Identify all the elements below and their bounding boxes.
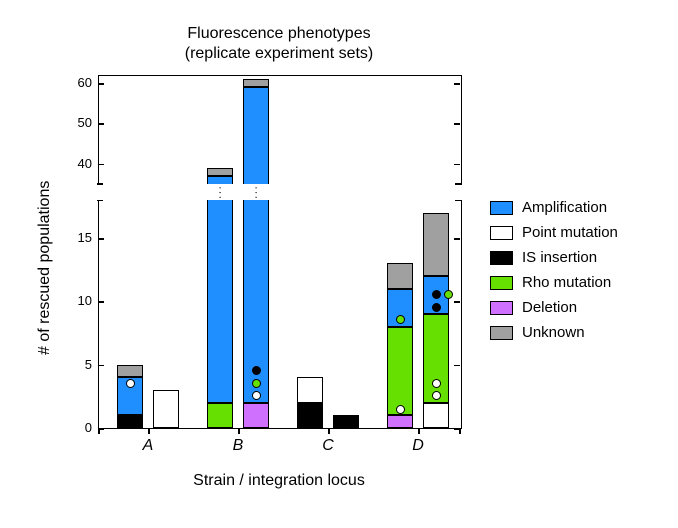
ytick bbox=[98, 123, 104, 125]
xtick bbox=[148, 428, 150, 434]
upper-panel bbox=[98, 75, 462, 185]
bar-segment bbox=[297, 403, 323, 428]
marker-dot bbox=[252, 366, 261, 375]
ytick bbox=[454, 365, 460, 367]
xtick bbox=[459, 428, 461, 434]
legend-swatch bbox=[490, 276, 513, 290]
marker-dot bbox=[396, 315, 405, 324]
xtick-label: B bbox=[223, 437, 253, 455]
chart-title-line1: Fluorescence phenotypes bbox=[0, 24, 558, 44]
bar-segment bbox=[117, 365, 143, 378]
legend-label: IS insertion bbox=[522, 249, 597, 266]
bar-segment bbox=[207, 176, 233, 184]
ytick bbox=[454, 301, 460, 303]
bar-segment bbox=[423, 213, 449, 276]
bar-segment bbox=[333, 415, 359, 428]
ytick-label: 0 bbox=[64, 420, 92, 435]
marker-dot bbox=[432, 379, 441, 388]
legend-item: Rho mutation bbox=[490, 270, 618, 295]
legend-item: Amplification bbox=[490, 195, 618, 220]
xtick bbox=[328, 428, 330, 434]
bar-segment bbox=[423, 314, 449, 403]
legend-swatch bbox=[490, 301, 513, 315]
legend-item: Deletion bbox=[490, 295, 618, 320]
marker-dot bbox=[126, 379, 135, 388]
ytick-label: 40 bbox=[64, 156, 92, 171]
ytick bbox=[454, 164, 460, 166]
bar-segment bbox=[207, 168, 233, 176]
ytick bbox=[454, 83, 460, 85]
legend-swatch bbox=[490, 226, 513, 240]
xtick bbox=[418, 428, 420, 434]
chart-title-line2: (replicate experiment sets) bbox=[0, 44, 558, 64]
bar-segment bbox=[387, 327, 413, 416]
legend: Amplification Point mutation IS insertion R… bbox=[490, 195, 618, 345]
legend-label: Rho mutation bbox=[522, 274, 611, 291]
marker-dot bbox=[432, 391, 441, 400]
legend-label: Unknown bbox=[522, 324, 585, 341]
bar-segment bbox=[387, 415, 413, 428]
marker-dot bbox=[432, 290, 441, 299]
ytick-label: 5 bbox=[64, 357, 92, 372]
ytick bbox=[98, 164, 104, 166]
bar-segment bbox=[387, 263, 413, 288]
chart-canvas: { "canvas": { "w": 678, "h": 528 }, "plo… bbox=[0, 0, 678, 528]
legend-item: Unknown bbox=[490, 320, 618, 345]
marker-dot bbox=[432, 303, 441, 312]
legend-label: Amplification bbox=[522, 199, 607, 216]
bar-segment bbox=[297, 377, 323, 402]
bar-segment bbox=[153, 390, 179, 428]
ytick bbox=[98, 83, 104, 85]
bar-segment bbox=[207, 403, 233, 428]
ytick bbox=[454, 238, 460, 240]
xtick bbox=[98, 428, 100, 434]
legend-label: Deletion bbox=[522, 299, 577, 316]
ytick-label: 60 bbox=[64, 75, 92, 90]
break-tick bbox=[455, 183, 461, 185]
break-dots: · · · bbox=[254, 186, 258, 198]
x-axis-label: Strain / integration locus bbox=[0, 472, 558, 490]
bar-segment bbox=[423, 403, 449, 428]
ytick bbox=[98, 301, 104, 303]
xtick-label: A bbox=[133, 437, 163, 455]
chart-title: Fluorescence phenotypes (replicate exper… bbox=[0, 24, 558, 64]
bar-segment bbox=[243, 87, 269, 184]
legend-swatch bbox=[490, 251, 513, 265]
bar-segment bbox=[207, 200, 233, 403]
break-dots: · · · bbox=[218, 186, 222, 198]
bar-segment bbox=[243, 79, 269, 87]
xtick-label: D bbox=[403, 437, 433, 455]
break-tick bbox=[97, 200, 103, 202]
legend-item: Point mutation bbox=[490, 220, 618, 245]
break-tick bbox=[455, 200, 461, 202]
ytick bbox=[98, 365, 104, 367]
ytick bbox=[98, 238, 104, 240]
marker-dot bbox=[252, 391, 261, 400]
ytick-label: 10 bbox=[64, 293, 92, 308]
marker-dot bbox=[252, 379, 261, 388]
xtick bbox=[238, 428, 240, 434]
legend-label: Point mutation bbox=[522, 224, 618, 241]
legend-swatch bbox=[490, 326, 513, 340]
ytick-label: 50 bbox=[64, 115, 92, 130]
legend-item: IS insertion bbox=[490, 245, 618, 270]
y-axis-label: # of rescued populations bbox=[36, 181, 54, 355]
bar-segment bbox=[243, 403, 269, 428]
break-tick bbox=[97, 183, 103, 185]
legend-swatch bbox=[490, 201, 513, 215]
xtick-label: C bbox=[313, 437, 343, 455]
ytick bbox=[454, 123, 460, 125]
marker-dot bbox=[444, 290, 453, 299]
bar-segment bbox=[117, 415, 143, 428]
ytick-label: 15 bbox=[64, 230, 92, 245]
marker-dot bbox=[396, 405, 405, 414]
